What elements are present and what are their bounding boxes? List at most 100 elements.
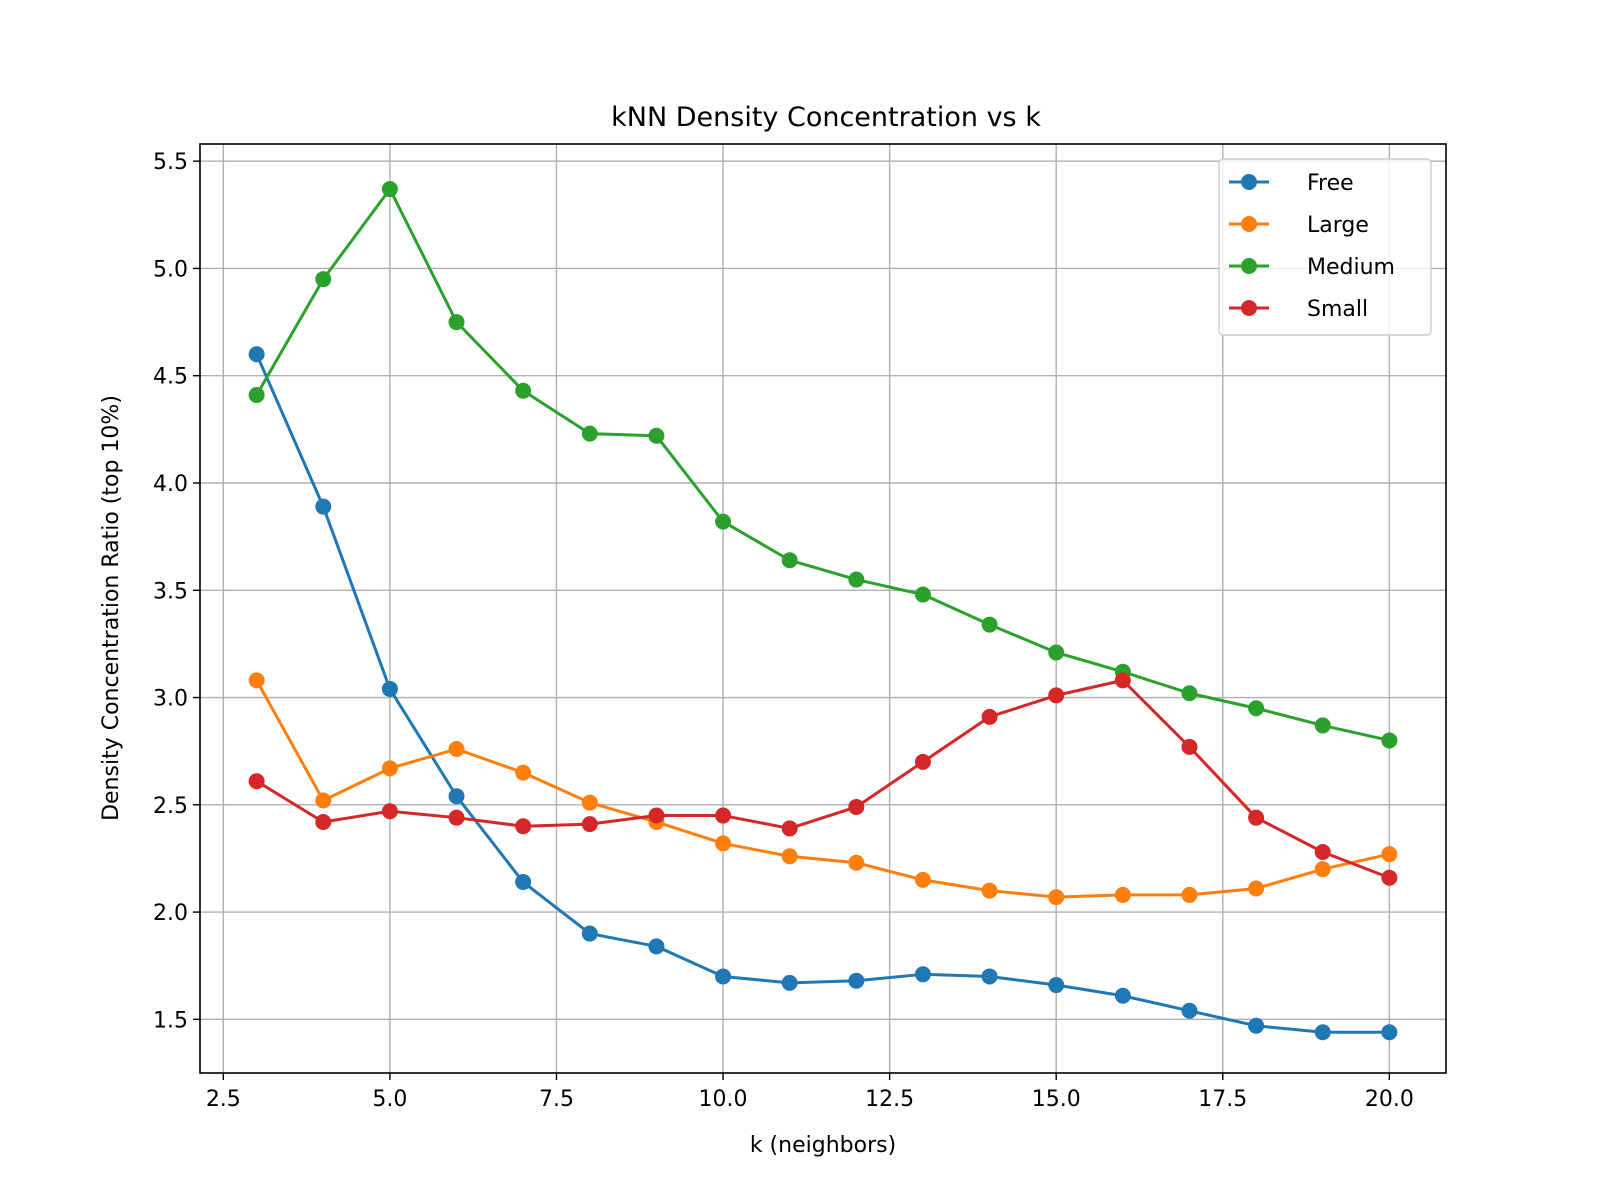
data-point-large	[381, 760, 398, 777]
data-point-free	[781, 974, 798, 991]
data-point-medium	[848, 571, 865, 588]
data-point-small	[581, 816, 598, 833]
data-point-large	[1114, 886, 1131, 903]
data-point-medium	[381, 181, 398, 198]
data-point-free	[1048, 977, 1065, 994]
data-point-large	[1248, 880, 1265, 897]
data-point-free	[381, 680, 398, 697]
data-point-small	[848, 798, 865, 815]
data-point-small	[1314, 844, 1331, 861]
data-point-large	[448, 741, 465, 758]
data-point-small	[1248, 809, 1265, 826]
data-point-large	[981, 882, 998, 899]
x-tick-label: 20.0	[1365, 1087, 1414, 1112]
data-point-small	[648, 807, 665, 824]
data-point-free	[1314, 1024, 1331, 1041]
data-point-free	[981, 968, 998, 985]
data-point-medium	[1248, 700, 1265, 717]
data-point-large	[248, 672, 265, 689]
chart-title: kNN Density Concentration vs k	[611, 102, 1041, 133]
y-tick-label: 3.5	[153, 579, 188, 604]
data-point-free	[248, 346, 265, 363]
data-point-large	[581, 794, 598, 811]
data-point-medium	[1048, 644, 1065, 661]
data-point-small	[1114, 672, 1131, 689]
series-line-large	[255, 679, 1390, 899]
data-point-small	[315, 813, 332, 830]
data-point-medium	[981, 616, 998, 633]
data-point-small	[981, 708, 998, 725]
data-point-large	[1314, 861, 1331, 878]
data-point-free	[1114, 987, 1131, 1004]
data-point-small	[1048, 687, 1065, 704]
data-point-small	[248, 773, 265, 790]
legend-marker-medium	[1241, 258, 1257, 274]
data-point-large	[781, 848, 798, 865]
legend-label-large: Large	[1307, 213, 1369, 238]
legend-label-medium: Medium	[1307, 255, 1395, 280]
data-point-large	[1048, 889, 1065, 906]
series-line-free	[255, 353, 1390, 1034]
data-point-free	[1381, 1024, 1398, 1041]
legend: Free Large Medium Small	[1218, 158, 1432, 336]
x-tick-label: 7.5	[539, 1087, 574, 1112]
data-point-small	[381, 803, 398, 820]
data-point-large	[1381, 846, 1398, 863]
data-point-small	[515, 818, 532, 835]
y-tick-label: 5.5	[153, 150, 188, 175]
x-axis-label: k (neighbors)	[750, 1133, 896, 1158]
y-tick-label: 3.0	[153, 687, 188, 712]
data-point-large	[515, 764, 532, 781]
legend-box	[1218, 158, 1432, 336]
data-point-small	[448, 809, 465, 826]
data-point-medium	[1381, 732, 1398, 749]
x-axis: 2.5 5.0 7.5 10.0 12.5 15.0 17.5 20.0	[206, 1073, 1414, 1112]
data-point-free	[715, 968, 732, 985]
y-tick-label: 2.0	[153, 901, 188, 926]
legend-label-free: Free	[1307, 171, 1354, 196]
series-free	[248, 346, 1398, 1041]
data-point-small	[1181, 738, 1198, 755]
series-line-small	[255, 678, 1390, 880]
x-tick-label: 5.0	[372, 1087, 407, 1112]
data-point-large	[715, 835, 732, 852]
x-tick-label: 2.5	[206, 1087, 241, 1112]
data-point-free	[1181, 1002, 1198, 1019]
legend-marker-large	[1241, 216, 1257, 232]
y-tick-label: 1.5	[153, 1008, 188, 1033]
y-tick-label: 4.5	[153, 365, 188, 390]
x-tick-label: 10.0	[699, 1087, 748, 1112]
data-point-medium	[448, 314, 465, 331]
data-point-medium	[1181, 685, 1198, 702]
data-point-free	[315, 498, 332, 515]
y-axis-label: Density Concentration Ratio (top 10%)	[99, 395, 124, 821]
data-point-small	[781, 820, 798, 837]
data-point-medium	[248, 387, 265, 404]
plot-frame	[199, 143, 1447, 1074]
data-point-medium	[914, 586, 931, 603]
x-tick-label: 12.5	[865, 1087, 914, 1112]
y-tick-label: 5.0	[153, 257, 188, 282]
data-point-small	[1381, 869, 1398, 886]
legend-marker-small	[1241, 300, 1257, 316]
y-tick-label: 2.5	[153, 794, 188, 819]
data-point-free	[448, 788, 465, 805]
data-point-medium	[581, 425, 598, 442]
data-point-medium	[648, 427, 665, 444]
data-point-free	[848, 972, 865, 989]
legend-label-small: Small	[1307, 297, 1368, 322]
data-point-large	[848, 854, 865, 871]
series-large	[248, 672, 1398, 906]
data-point-free	[1248, 1017, 1265, 1034]
data-point-small	[715, 807, 732, 824]
data-point-free	[648, 938, 665, 955]
data-point-medium	[1314, 717, 1331, 734]
y-axis: 1.5 2.0 2.5 3.0 3.5 4.0 4.5 5.0 5.5	[153, 150, 200, 1033]
series-line-medium	[255, 187, 1390, 742]
y-tick-label: 4.0	[153, 472, 188, 497]
x-tick-label: 15.0	[1032, 1087, 1081, 1112]
data-point-small	[914, 753, 931, 770]
data-point-medium	[781, 552, 798, 569]
series-small	[248, 672, 1398, 886]
